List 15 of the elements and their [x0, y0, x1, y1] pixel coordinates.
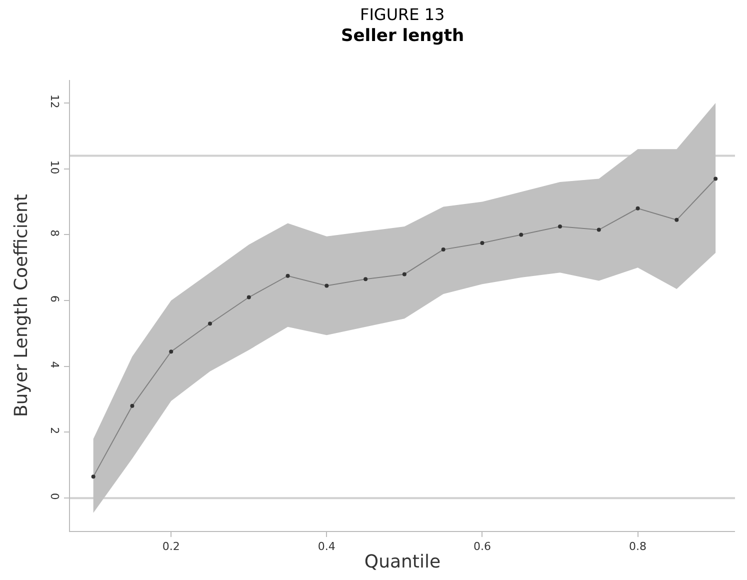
- y-tick-label: 0: [48, 492, 61, 500]
- y-tick-label: 2: [48, 427, 61, 434]
- x-tick-label: 0.4: [318, 540, 336, 554]
- y-tick-label: 6: [48, 295, 61, 302]
- y-tick-label: 10: [48, 160, 61, 174]
- chart-title: FIGURE 13: [360, 5, 445, 24]
- chart-subtitle: Seller length: [341, 26, 464, 46]
- y-tick-label: 4: [48, 361, 61, 368]
- x-axis-title: Quantile: [364, 551, 441, 572]
- x-tick-label: 0.2: [162, 540, 180, 554]
- y-tick-label: 8: [48, 230, 61, 237]
- x-tick-label: 0.6: [473, 540, 491, 554]
- y-axis-title: Buyer Length Coefficient: [11, 194, 32, 417]
- x-tick-label: 0.8: [629, 540, 647, 554]
- y-tick-label: 12: [48, 94, 61, 108]
